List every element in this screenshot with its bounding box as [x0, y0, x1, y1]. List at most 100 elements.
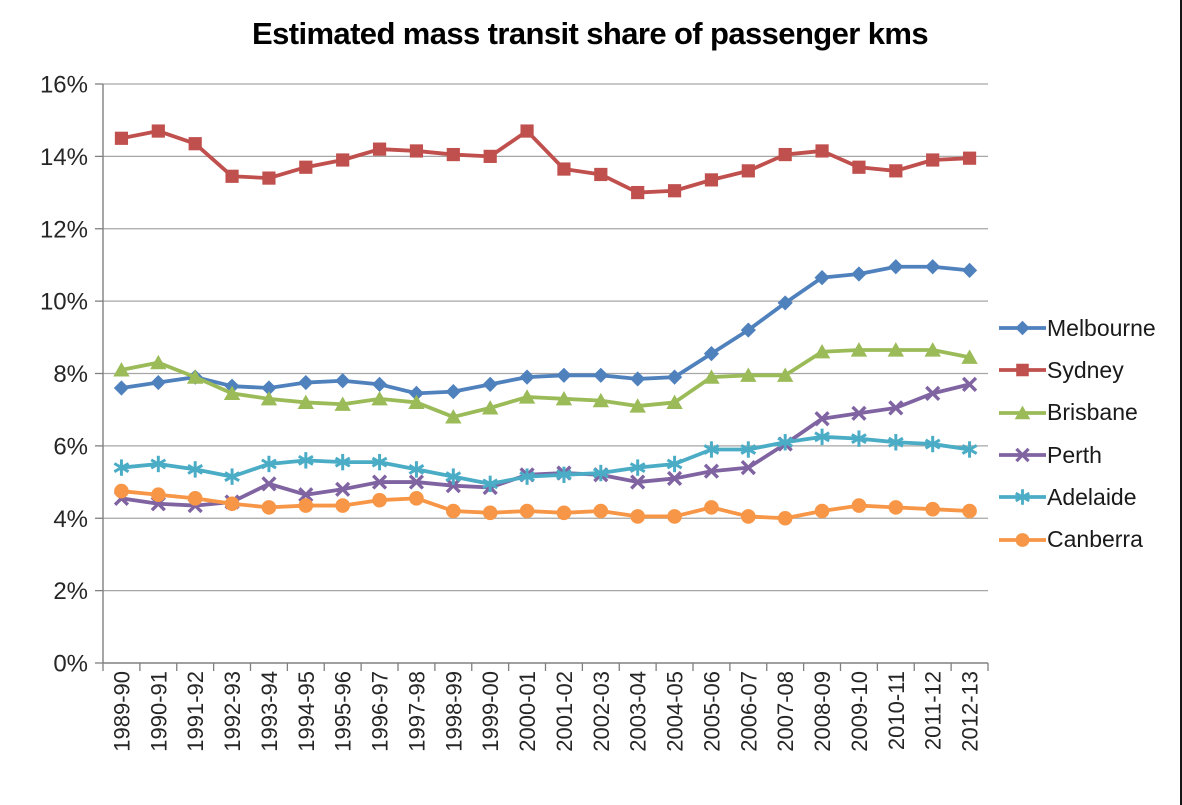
x-marker [814, 411, 830, 427]
legend-key-sydney [999, 364, 1046, 377]
diamond-marker [445, 383, 461, 400]
circle-marker [630, 509, 645, 524]
y-tick-label: 16% [40, 72, 88, 99]
asterisk-marker [187, 461, 204, 478]
y-tick-label: 4% [53, 506, 88, 533]
diamond-marker [925, 259, 941, 275]
y-tick-label: 8% [53, 361, 88, 388]
legend: Melbourne Sydney Brisbane Perth Adelaide Canb… [999, 307, 1156, 561]
x-marker [630, 474, 646, 490]
series-canberra [114, 483, 977, 526]
triangle-marker [666, 394, 683, 410]
circle-marker [261, 500, 277, 515]
square-marker [852, 160, 866, 174]
triangle-marker [408, 394, 425, 410]
x-tick-label: 2010-11 [884, 671, 909, 750]
square-marker [520, 124, 534, 138]
diamond-marker [593, 367, 609, 383]
circle-marker [114, 483, 129, 499]
x-tick-label: 2004-05 [663, 671, 688, 752]
square-marker [778, 147, 792, 162]
circle-marker [519, 503, 535, 519]
x-tick-label: 2012-13 [958, 671, 983, 752]
square-marker [1016, 364, 1029, 377]
triangle-marker [813, 343, 831, 359]
diamond-marker [888, 259, 904, 275]
circle-marker [187, 491, 203, 506]
diamond-marker [482, 376, 498, 392]
y-tick-label: 6% [53, 433, 88, 460]
diamond-marker [851, 266, 867, 282]
asterisk-marker [851, 430, 867, 447]
triangle-marker [371, 391, 388, 406]
triangle-marker [850, 342, 868, 357]
diamond-marker [777, 295, 793, 311]
asterisk-marker [371, 453, 388, 471]
x-tick-label: 2003-04 [626, 671, 651, 752]
x-marker [1015, 447, 1030, 463]
square-marker [483, 149, 497, 163]
series-sydney [114, 124, 977, 200]
x-marker [371, 474, 388, 490]
circle-marker [335, 498, 350, 513]
x-tick-label: 2002-03 [589, 671, 614, 752]
triangle-marker [924, 342, 941, 357]
square-marker [889, 164, 903, 178]
x-tick-label: 2009-10 [847, 671, 872, 752]
series-brisbane [113, 342, 978, 424]
diamond-marker [703, 345, 720, 362]
diamond-marker [335, 373, 351, 389]
legend-key-perth [999, 447, 1046, 463]
circle-marker [777, 510, 793, 526]
triangle-marker [961, 349, 978, 364]
triangle-marker [150, 354, 167, 370]
square-marker [262, 171, 276, 185]
series-line-melbourne [119, 264, 972, 396]
triangle-marker [555, 391, 573, 406]
circle-marker [925, 501, 940, 517]
diamond-marker [961, 262, 978, 278]
legend-key-canberra [999, 532, 1046, 547]
legend-item-canberra: Canberra [999, 518, 1156, 560]
triangle-marker [776, 367, 794, 382]
legend-item-sydney: Sydney [999, 349, 1156, 391]
legend-label-perth: Perth [1047, 441, 1102, 468]
square-marker [409, 144, 424, 158]
asterisk-marker [556, 466, 572, 484]
square-marker [815, 144, 829, 158]
y-tick-label: 10% [40, 289, 88, 316]
triangle-marker [113, 362, 130, 377]
circle-marker [482, 505, 498, 521]
asterisk-marker [445, 468, 462, 485]
circle-marker [372, 492, 387, 508]
y-axis-labels: 0% 2% 4% 6% 8% 10% 12% 14% 16% [40, 72, 88, 678]
legend-label-melbourne: Melbourne [1047, 314, 1156, 341]
circle-marker [446, 503, 461, 519]
x-tick-label: 1995-96 [331, 671, 356, 752]
circle-marker [741, 509, 756, 524]
square-marker [741, 164, 755, 178]
x-marker [740, 459, 756, 476]
series-line-adelaide [119, 434, 972, 486]
asterisk-marker [297, 452, 314, 469]
circle-marker [667, 509, 682, 524]
x-marker [445, 478, 461, 494]
triangle-marker [186, 369, 204, 384]
circle-marker [409, 491, 424, 506]
legend-item-perth: Perth [999, 434, 1156, 476]
diamond-marker [519, 369, 535, 385]
axes [95, 83, 989, 671]
x-tick-label: 2006-07 [736, 671, 761, 752]
x-marker [961, 376, 978, 392]
square-marker [667, 184, 682, 198]
x-tick-label: 1989-90 [109, 671, 134, 752]
asterisk-marker [666, 455, 683, 473]
x-tick-label: 1994-95 [294, 671, 319, 752]
x-tick-label: 1992-93 [220, 671, 245, 752]
circle-marker [704, 500, 719, 515]
asterisk-marker [1015, 489, 1030, 506]
legend-key-adelaide [999, 489, 1046, 506]
diamond-marker [298, 374, 314, 391]
